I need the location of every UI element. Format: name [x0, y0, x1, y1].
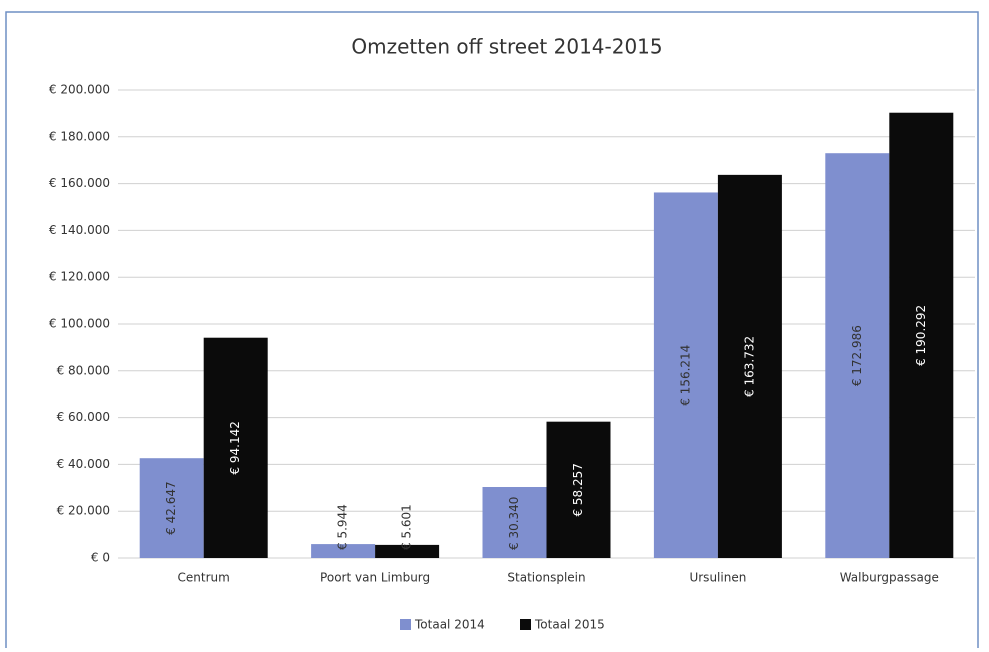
- bar: [717, 174, 782, 558]
- data-label: € 163.732: [742, 336, 756, 397]
- bar: [139, 458, 204, 558]
- data-label: € 94.142: [228, 421, 242, 474]
- x-tick-label: Stationsplein: [507, 571, 585, 585]
- x-tick-label: Walburgpassage: [840, 571, 939, 585]
- x-tick-label: Poort van Limburg: [320, 571, 430, 585]
- bar: [653, 192, 718, 559]
- bar: [482, 487, 547, 558]
- bar: [889, 112, 954, 558]
- y-tick-label: € 60.000: [57, 410, 110, 424]
- data-label: € 172.986: [850, 325, 864, 386]
- y-tick-label: € 200.000: [49, 83, 110, 97]
- bar: [375, 544, 440, 558]
- y-tick-label: € 0: [91, 551, 110, 565]
- y-tick-label: € 20.000: [57, 504, 110, 518]
- data-label: € 156.214: [678, 345, 692, 406]
- data-label: € 5.601: [400, 504, 414, 550]
- legend-label: Totaal 2014: [414, 618, 485, 632]
- chart-title: Omzetten off street 2014-2015: [351, 35, 662, 59]
- data-label: € 5.944: [336, 504, 350, 550]
- y-tick-label: € 160.000: [49, 176, 110, 190]
- bar: [546, 421, 611, 558]
- legend-label: Totaal 2015: [534, 618, 605, 632]
- y-tick-label: € 100.000: [49, 317, 110, 331]
- legend-swatch: [520, 619, 531, 630]
- bar: [203, 337, 268, 558]
- data-label: € 42.647: [164, 481, 178, 534]
- y-tick-label: € 140.000: [49, 223, 110, 237]
- y-tick-label: € 180.000: [49, 129, 110, 143]
- y-tick-label: € 40.000: [57, 457, 110, 471]
- x-tick-label: Ursulinen: [689, 571, 746, 585]
- data-label: € 190.292: [914, 305, 928, 366]
- legend-swatch: [400, 619, 411, 630]
- y-tick-label: € 120.000: [49, 270, 110, 284]
- bar: [311, 544, 376, 558]
- bar: [825, 153, 890, 558]
- y-tick-label: € 80.000: [57, 363, 110, 377]
- x-tick-label: Centrum: [178, 571, 230, 585]
- data-label: € 30.340: [507, 497, 521, 550]
- data-label: € 58.257: [571, 463, 585, 516]
